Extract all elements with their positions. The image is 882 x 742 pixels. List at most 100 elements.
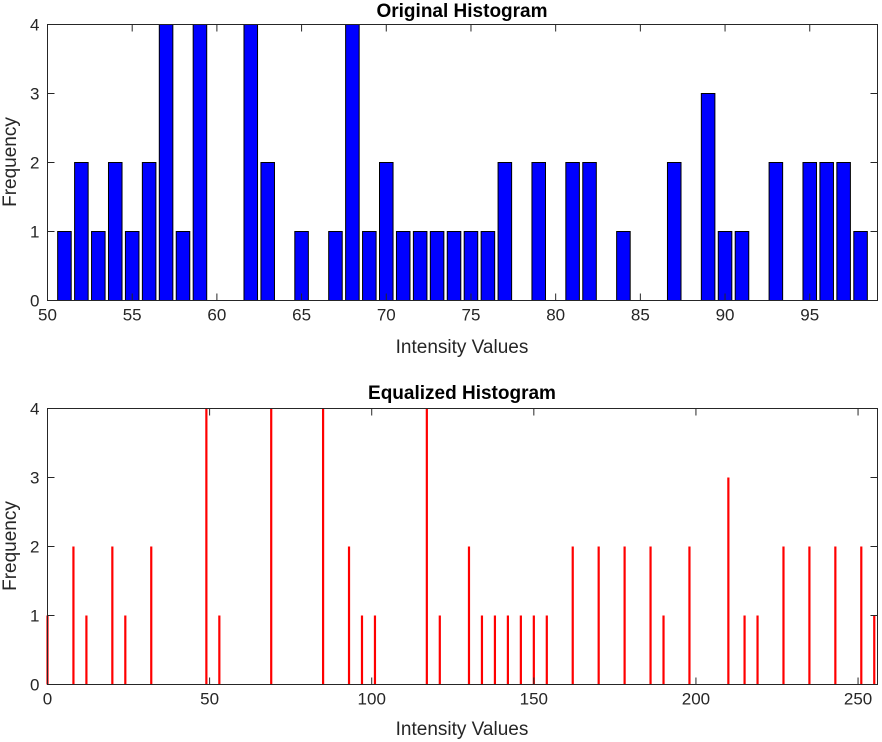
equalized-histogram-bar: [782, 546, 785, 685]
original-histogram-xtick-label: 65: [292, 306, 311, 325]
original-histogram-xtick-label: 95: [800, 306, 819, 325]
equalized-histogram-bar: [373, 615, 377, 685]
equalized-histogram-bars: [46, 408, 876, 685]
equalized-histogram-bar: [649, 546, 652, 685]
equalized-histogram-bar: [72, 546, 75, 685]
original-histogram-bar: [158, 24, 174, 301]
equalized-histogram-ytick-label: 4: [30, 400, 39, 419]
original-histogram-bar: [480, 231, 496, 301]
original-histogram-ytick-label: 1: [30, 223, 39, 242]
equalized-histogram-bar: [347, 546, 351, 685]
original-histogram-bar: [616, 231, 631, 301]
original-histogram-bar: [260, 162, 275, 301]
original-histogram-bar: [57, 231, 72, 301]
original-histogram-bar: [666, 162, 682, 301]
original-histogram-bar: [91, 231, 106, 301]
original-histogram-ylabel: Frequency: [0, 117, 21, 207]
original-histogram-bar: [243, 24, 259, 301]
original-histogram-bar: [700, 93, 716, 301]
original-histogram-bar: [802, 162, 818, 301]
original-histogram-bar: [379, 162, 394, 301]
original-histogram-xtick-label: 70: [377, 306, 396, 325]
original-histogram-bar: [853, 231, 868, 301]
equalized-histogram-bar: [321, 408, 325, 685]
equalized-histogram-xtick-label: 50: [200, 690, 219, 709]
equalized-histogram-bar: [124, 615, 127, 685]
equalized-histogram-ytick-label: 2: [30, 538, 39, 557]
equalized-histogram-bar: [808, 546, 811, 685]
original-histogram-bar: [345, 24, 360, 301]
equalized-histogram-title: Equalized Histogram: [368, 383, 556, 404]
equalized-histogram-bar: [360, 615, 364, 685]
equalized-histogram-bar: [597, 546, 600, 685]
original-histogram-ytick-label: 0: [30, 292, 39, 311]
equalized-histogram-bar: [688, 546, 691, 685]
original-histogram-bar: [74, 162, 89, 301]
original-histogram-bar: [124, 231, 140, 301]
original-histogram-bar: [328, 231, 343, 301]
original-histogram-xtick-label: 75: [462, 306, 481, 325]
original-histogram-bar: [819, 162, 834, 301]
original-histogram-bar: [768, 162, 784, 301]
original-histogram-ytick-label: 3: [30, 85, 39, 104]
original-histogram-bar: [836, 162, 851, 301]
original-histogram-bar: [531, 162, 547, 301]
original-histogram-bar: [294, 231, 309, 301]
original-histogram-xtick-label: 55: [123, 306, 142, 325]
original-histogram-bar: [734, 231, 750, 301]
original-histogram-bar: [497, 162, 513, 301]
equalized-histogram-bar: [532, 615, 535, 685]
equalized-histogram-xtick-label: 200: [682, 690, 710, 709]
equalized-histogram-bar: [467, 546, 471, 685]
original-histogram-ticks: 50 55 60 65 70 75 80 85 90 95 0 1 2 3 4: [30, 16, 878, 325]
equalized-histogram-ticks: 0 50 100 150 200 250 0 1 2 3 4: [30, 400, 878, 709]
original-histogram-title: Original Histogram: [376, 1, 547, 22]
equalized-histogram-ylabel: Frequency: [0, 501, 21, 591]
equalized-histogram-bar: [270, 408, 273, 685]
equalized-histogram-ytick-label: 0: [30, 676, 39, 695]
equalized-histogram-bar: [480, 615, 484, 685]
original-histogram-bar: [463, 231, 479, 301]
original-histogram-xtick-label: 60: [207, 306, 226, 325]
equalized-histogram-bar: [506, 615, 509, 685]
equalized-histogram-bar: [85, 615, 88, 685]
equalized-histogram-bar: [205, 408, 208, 685]
original-histogram-bar: [175, 231, 191, 301]
equalized-histogram-bar: [218, 615, 221, 685]
original-histogram-bar: [192, 24, 208, 301]
equalized-histogram-bar: [623, 546, 626, 685]
equalized-histogram-bar: [545, 615, 548, 685]
original-histogram-panel: 50 55 60 65 70 75 80 85 90 95 0 1 2 3 4 Original Histo…: [0, 1, 878, 358]
equalized-histogram-bar: [571, 546, 574, 685]
original-histogram-bar: [412, 231, 428, 301]
equalized-histogram-bar: [425, 408, 428, 685]
original-histogram-bar: [429, 231, 445, 301]
equalized-histogram-bar: [438, 615, 441, 685]
original-histogram-bar: [446, 231, 462, 301]
original-histogram-bar: [107, 162, 123, 301]
equalized-histogram-bar: [743, 615, 746, 685]
equalized-histogram-ytick-label: 3: [30, 469, 39, 488]
original-histogram-ytick-label: 4: [30, 16, 39, 35]
original-histogram-bar: [717, 231, 733, 301]
original-histogram-bar: [395, 231, 411, 301]
equalized-histogram-xtick-label: 150: [520, 690, 548, 709]
original-histogram-xlabel: Intensity Values: [396, 337, 529, 358]
equalized-histogram-bar: [727, 477, 730, 685]
equalized-histogram-bar: [834, 546, 837, 685]
original-histogram-bar: [362, 231, 377, 301]
original-histogram-xtick-label: 85: [631, 306, 650, 325]
original-histogram-bar: [582, 162, 597, 301]
equalized-histogram-bar: [111, 546, 114, 685]
equalized-histogram-xtick-label: 100: [358, 690, 386, 709]
equalized-histogram-panel: 0 50 100 150 200 250 0 1 2 3 4 Equalized Histogram…: [0, 383, 878, 740]
equalized-histogram-bar: [756, 615, 759, 685]
original-histogram-bars: [57, 24, 868, 301]
equalized-histogram-bar: [860, 546, 863, 685]
equalized-histogram-bar: [873, 615, 876, 685]
equalized-histogram-bar: [150, 546, 153, 685]
original-histogram-xtick-label: 80: [546, 306, 565, 325]
original-histogram-bar: [141, 162, 157, 301]
original-histogram-ytick-label: 2: [30, 154, 39, 173]
